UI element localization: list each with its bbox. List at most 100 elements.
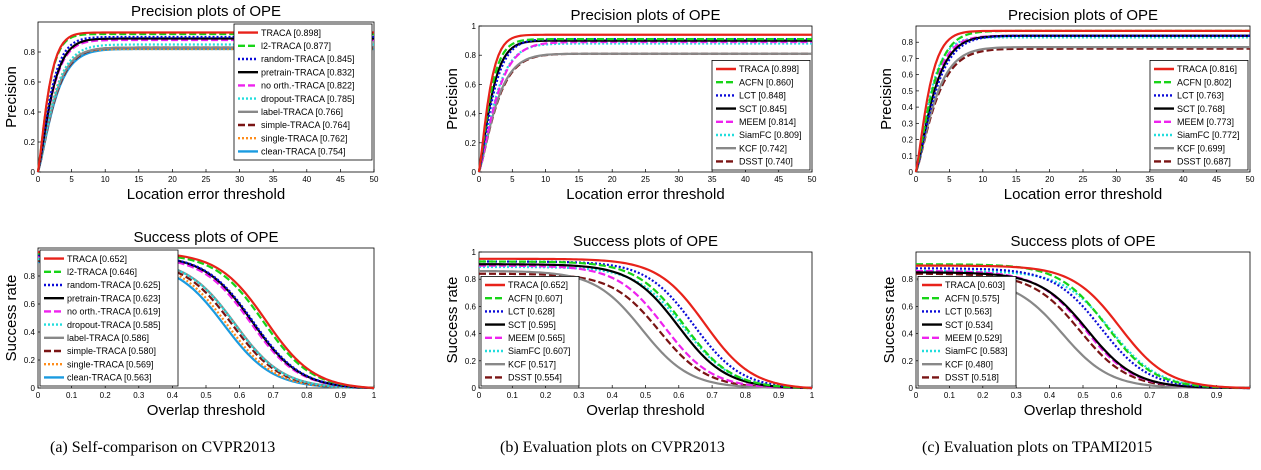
- x-tick-label: 0: [914, 175, 919, 184]
- x-tick-label: 50: [1246, 175, 1255, 184]
- x-tick-label: 10: [978, 175, 987, 184]
- legend-label: DSST [0.740]: [739, 157, 793, 167]
- y-tick-label: 0.2: [24, 356, 36, 365]
- x-tick-label: 0.8: [740, 391, 752, 400]
- legend-label: dropout-TRACA [0.585]: [67, 320, 161, 330]
- x-axis-label: Location error threshold: [127, 186, 285, 203]
- legend-label: SiamFC [0.809]: [739, 130, 802, 140]
- x-tick-label: 0.2: [977, 391, 989, 400]
- x-tick-label: 15: [574, 175, 583, 184]
- chart-title: Success plots of OPE: [573, 233, 718, 250]
- y-tick-label: 0.5: [902, 87, 914, 96]
- x-axis-label: Location error threshold: [1004, 186, 1162, 203]
- x-tick-label: 10: [101, 175, 110, 184]
- x-tick-label: 0: [914, 391, 919, 400]
- legend-label: simple-TRACA [0.580]: [67, 346, 156, 356]
- y-tick-label: 0.4: [24, 328, 36, 337]
- y-tick-label: 0.8: [902, 38, 914, 47]
- x-tick-label: 5: [69, 175, 74, 184]
- chart-title: Precision plots of OPE: [570, 7, 720, 24]
- legend-label: SCT [0.595]: [508, 320, 556, 330]
- x-tick-label: 25: [641, 175, 650, 184]
- y-tick-label: 0: [909, 384, 914, 393]
- legend-label: dropout-TRACA [0.785]: [261, 94, 355, 104]
- x-tick-label: 40: [302, 175, 311, 184]
- legend-label: single-TRACA [0.569]: [67, 359, 154, 369]
- legend-label: SCT [0.845]: [739, 104, 787, 114]
- x-tick-label: 25: [1079, 175, 1088, 184]
- x-tick-label: 0: [477, 391, 482, 400]
- y-axis-label: Precision: [3, 66, 20, 128]
- y-tick-label: 0.4: [24, 108, 36, 117]
- x-tick-label: 0.1: [66, 391, 78, 400]
- series-line-sct: [915, 271, 1251, 390]
- x-axis-label: Overlap threshold: [1024, 402, 1142, 419]
- chart-title: Precision plots of OPE: [1008, 7, 1158, 24]
- legend-label: simple-TRACA [0.764]: [261, 120, 350, 130]
- x-tick-label: 0.8: [301, 391, 313, 400]
- x-tick-label: 1: [810, 391, 815, 400]
- x-tick-label: 30: [674, 175, 683, 184]
- legend-box: [39, 249, 179, 387]
- y-tick-label: 0.2: [24, 138, 36, 147]
- legend-label: ACFN [0.575]: [945, 293, 1000, 303]
- x-tick-label: 0.6: [234, 391, 246, 400]
- legend-label: LCT [0.848]: [739, 91, 786, 101]
- y-tick-label: 0.6: [465, 302, 477, 311]
- y-tick-label: 0.7: [902, 54, 914, 63]
- legend-box: [233, 23, 373, 161]
- legend-label: MEEM [0.773]: [1177, 117, 1234, 127]
- chart-b-precision: 0 5 10 15 20 25 30 35 40 45 50 0 0.2 0.4 0.6 0.8 1 Precis…: [444, 7, 817, 203]
- series-line-dsst: [914, 47, 1250, 173]
- legend-label: no orth.-TRACA [0.619]: [67, 307, 161, 317]
- caption-c: (c) Evaluation plots on TPAMI2015: [922, 439, 1153, 456]
- y-tick-label: 0.4: [465, 110, 477, 119]
- legend-label: MEEM [0.565]: [508, 333, 565, 343]
- chart-c-precision: 0 5 10 15 20 25 30 35 40 45 50 0 0.1 0.2 0.3 0.4 0.5 0.6 0…: [878, 7, 1255, 203]
- series-line-sct: [914, 34, 1250, 173]
- legend-label: TRACA [0.898]: [261, 28, 321, 38]
- series-line-kcf: [914, 45, 1250, 173]
- x-tick-label: 1: [372, 391, 377, 400]
- y-tick-label: 0.2: [902, 357, 914, 366]
- x-tick-label: 0.1: [944, 391, 956, 400]
- x-tick-label: 0.4: [607, 391, 619, 400]
- y-tick-label: 0.6: [465, 80, 477, 89]
- y-tick-label: 0.1: [902, 152, 914, 161]
- legend-label: clean-TRACA [0.563]: [67, 373, 152, 383]
- x-tick-label: 0.6: [673, 391, 685, 400]
- x-tick-label: 0: [477, 175, 482, 184]
- x-tick-label: 0.7: [1144, 391, 1156, 400]
- x-tick-label: 0.9: [773, 391, 785, 400]
- x-tick-label: 0.6: [1111, 391, 1123, 400]
- series-line-traca: [916, 264, 1251, 390]
- legend: TRACA [0.603] ACFN [0.575] LCT [0.563] SCT …: [917, 275, 1017, 387]
- series-line-acfn: [914, 29, 1250, 173]
- legend-box: [711, 60, 811, 171]
- x-tick-label: 0.9: [1211, 391, 1223, 400]
- legend-label: KCF [0.699]: [1177, 143, 1225, 153]
- y-tick-label: 1: [472, 248, 477, 257]
- x-tick-label: 35: [1145, 175, 1154, 184]
- x-tick-label: 15: [134, 175, 143, 184]
- series-line-meem: [478, 264, 813, 390]
- legend: TRACA [0.652] l2-TRACA [0.646] random-TRAC…: [39, 249, 179, 387]
- chart-a-success: 0 0.1 0.2 0.3 0.4 0.5 0.6 0.7 0.8 0.9 1 0 0.2 0.4 0.6 0…: [3, 229, 377, 419]
- x-tick-label: 45: [336, 175, 345, 184]
- y-tick-label: 0.4: [465, 330, 477, 339]
- legend-label: TRACA [0.603]: [945, 280, 1005, 290]
- x-tick-label: 0.7: [268, 391, 280, 400]
- y-axis-label: Precision: [444, 68, 461, 130]
- y-tick-label: 0.8: [24, 48, 36, 57]
- y-tick-label: 0.4: [902, 103, 914, 112]
- legend-label: DSST [0.554]: [508, 373, 562, 383]
- legend-label: KCF [0.742]: [739, 143, 787, 153]
- chart-title: Success plots of OPE: [133, 229, 278, 246]
- legend-box: [480, 275, 580, 387]
- y-tick-label: 0: [31, 384, 36, 393]
- x-tick-label: 0: [36, 175, 41, 184]
- x-axis-label: Overlap threshold: [586, 402, 704, 419]
- legend-label: random-TRACA [0.845]: [261, 54, 355, 64]
- legend-label: ACFN [0.802]: [1177, 77, 1232, 87]
- x-tick-label: 0: [36, 391, 41, 400]
